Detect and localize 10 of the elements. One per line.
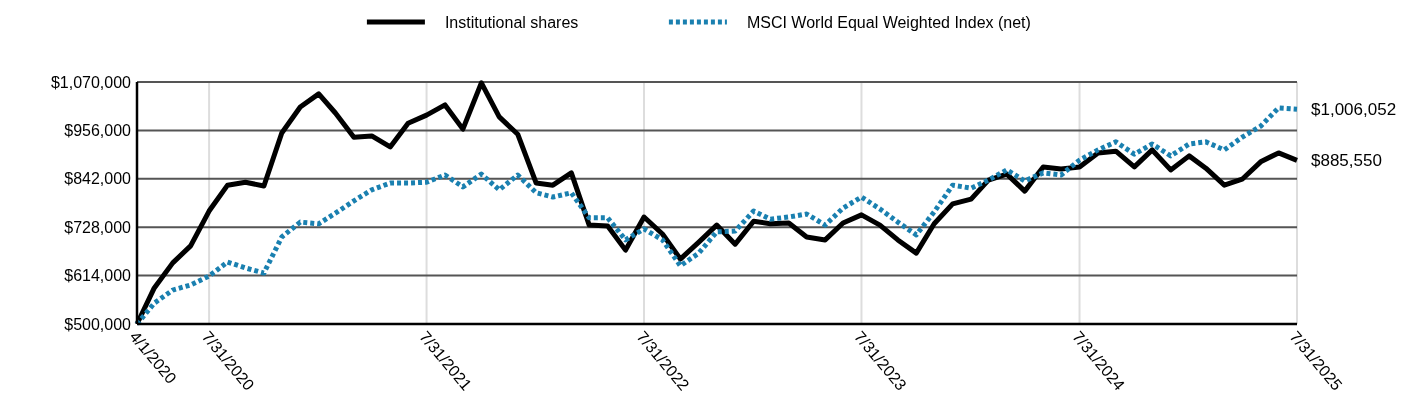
y-tick-label: $500,000 [64,315,132,333]
y-tick-label: $1,070,000 [50,73,132,91]
legend-label: MSCI World Equal Weighted Index (net) [746,13,1031,31]
y-tick-label: $842,000 [64,170,132,188]
y-tick-label: $728,000 [64,218,132,236]
y-tick-label: $956,000 [64,122,132,139]
y-tick-label: $614,000 [64,267,132,285]
data-label: $1,006,052 [1311,100,1397,120]
data-label: $885,550 [1311,151,1382,171]
legend-label: Institutional shares [444,13,579,31]
